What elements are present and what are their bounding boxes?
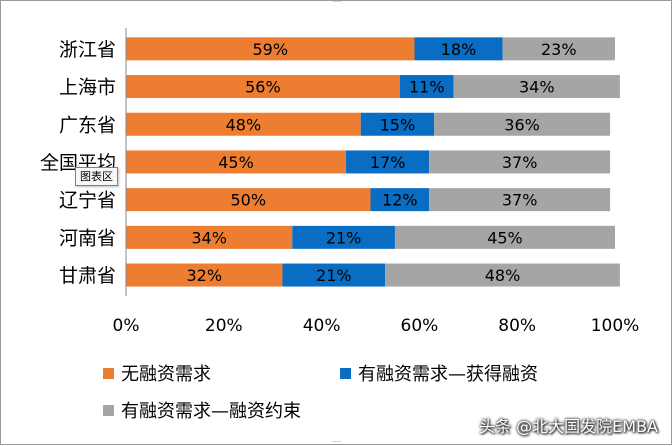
data-label: 50%: [230, 191, 266, 210]
legend-item-constrained: 有融资需求—融资约束: [103, 397, 301, 423]
data-label: 34%: [191, 228, 227, 247]
data-label: 34%: [519, 78, 555, 97]
x-tick-label: 60%: [401, 316, 439, 336]
chart-area-tooltip: 图表区: [75, 167, 118, 186]
legend-label-no-need: 无融资需求: [121, 360, 211, 386]
category-label: 浙江省: [59, 39, 116, 61]
data-label: 37%: [502, 153, 538, 172]
x-tick-label: 100%: [591, 316, 640, 336]
legend-label-financed: 有融资需求—获得融资: [358, 360, 538, 386]
legend-swatch-no-need: [103, 368, 114, 379]
category-label: 河南省: [59, 227, 116, 249]
data-label: 17%: [370, 153, 406, 172]
data-label: 37%: [502, 191, 538, 210]
data-label: 36%: [504, 115, 540, 134]
category-label: 甘肃省: [59, 265, 116, 287]
data-label: 15%: [380, 115, 416, 134]
data-label: 45%: [487, 228, 523, 247]
x-tick-label: 80%: [498, 316, 536, 336]
data-label: 48%: [485, 266, 521, 285]
x-tick-label: 0%: [113, 316, 140, 336]
legend-item-financed: 有融资需求—获得融资: [340, 360, 538, 386]
x-tick-label: 20%: [205, 316, 243, 336]
x-tick-label: 40%: [303, 316, 341, 336]
category-label: 辽宁省: [59, 190, 116, 212]
data-label: 23%: [541, 40, 577, 59]
watermark: 头条 @北大国发院EMBA: [479, 413, 658, 437]
legend-swatch-constrained: [103, 405, 114, 416]
data-label: 56%: [245, 78, 281, 97]
legend-swatch-financed: [340, 368, 351, 379]
data-label: 12%: [382, 191, 418, 210]
legend-item-no-need: 无融资需求: [103, 360, 211, 386]
data-label: 21%: [326, 228, 362, 247]
x-tick-labels-layer: 0% 20% 40% 60% 80% 100%: [113, 316, 640, 336]
category-label: 上海市: [59, 77, 116, 99]
data-label: 32%: [186, 266, 222, 285]
data-label: 11%: [409, 78, 445, 97]
data-label: 18%: [441, 40, 477, 59]
data-label: 21%: [316, 266, 352, 285]
data-label: 48%: [226, 115, 262, 134]
legend-label-constrained: 有融资需求—融资约束: [121, 397, 301, 423]
category-label: 广东省: [59, 114, 116, 136]
data-label: 45%: [218, 153, 254, 172]
data-label: 59%: [252, 40, 288, 59]
